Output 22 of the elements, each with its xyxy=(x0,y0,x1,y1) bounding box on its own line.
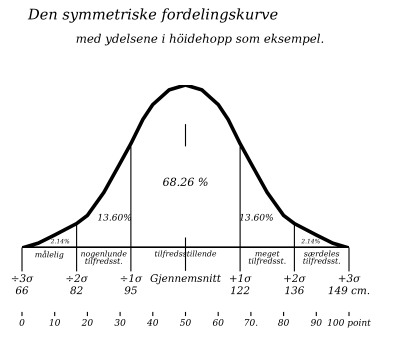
x-tick-label: 10 xyxy=(50,319,60,326)
x-tick-label: 50 xyxy=(180,319,191,326)
x-tick-label: 80 xyxy=(278,319,289,326)
x-tick-label: 30 xyxy=(114,319,126,326)
chart-title: Den symmetriske fordelingskurve xyxy=(28,8,278,23)
ref-line-label: +1σ 122 xyxy=(230,274,252,294)
ref-line-label: ÷2σ 82 xyxy=(66,274,88,294)
ref-line-label: +2σ 136 xyxy=(284,274,306,294)
x-tick-label: 90 xyxy=(310,319,322,326)
x-tick-label: 100 point xyxy=(328,319,371,328)
x-tick-label: 40 xyxy=(147,319,158,326)
x-tick-label: 70. xyxy=(244,319,258,326)
annotation: 68.26 % xyxy=(163,178,208,186)
chart-subtitle: med ydelsene i höidehopp som eksempel. xyxy=(76,34,324,46)
x-tick-label: 0 xyxy=(20,319,24,326)
x-tick-label: 20 xyxy=(82,319,93,326)
x-tick-label: 60 xyxy=(212,319,224,326)
ref-line-label: Gjennemsnitt xyxy=(150,274,221,284)
ref-line-label: +3σ 149 cm. xyxy=(328,274,370,294)
ref-line-label: ÷1σ 95 xyxy=(120,274,142,294)
annotation: 13.60% xyxy=(98,214,132,221)
ref-line-label: ÷3σ 66 xyxy=(12,274,34,294)
